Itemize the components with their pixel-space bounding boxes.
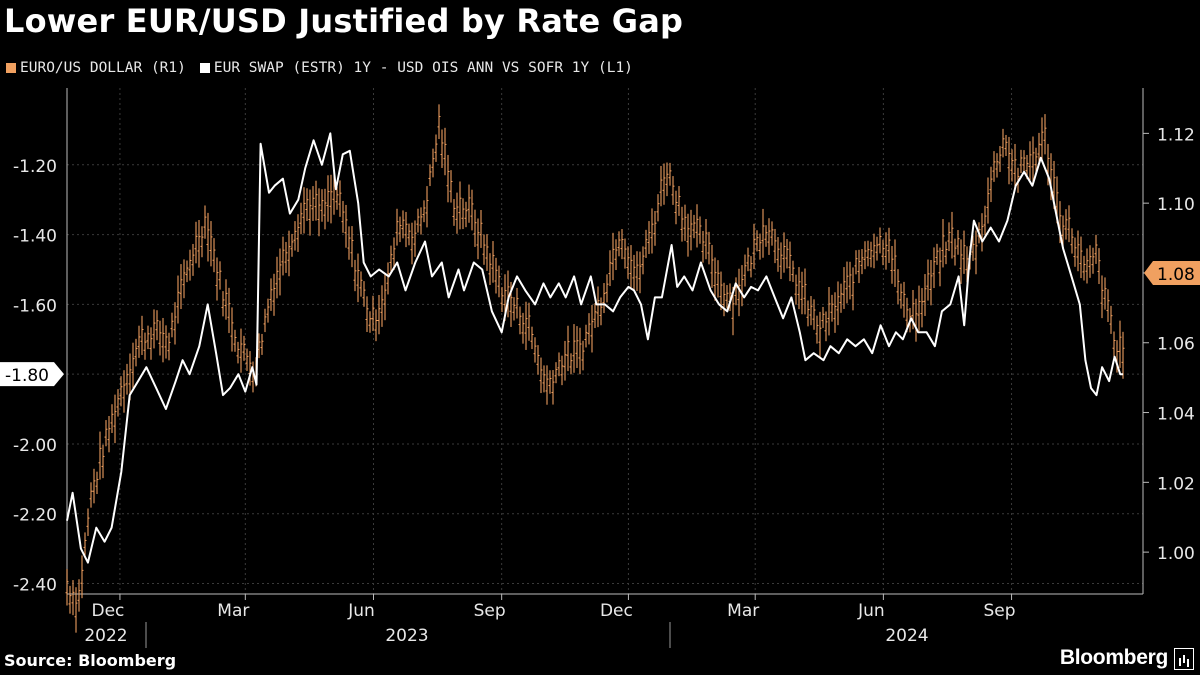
left-tick-label: -2.20 [13, 506, 57, 526]
x-tick-label: Jun [347, 601, 375, 621]
gridlines [67, 88, 1143, 594]
left-current-value: -1.80 [5, 366, 49, 386]
axis-labels: -1.20 -1.40 -1.60 -1.80 -2.00 -2.20 -2.40 1.12 1… [0, 125, 1200, 646]
right-tick-label: 1.04 [1157, 405, 1195, 425]
legend-label-eurusd: EURO/US DOLLAR (R1) [20, 60, 186, 76]
x-tick-label: Sep [474, 601, 506, 621]
chart-plot: -1.20 -1.40 -1.60 -1.80 -2.00 -2.20 -2.40 1.12 1… [0, 88, 1200, 648]
x-tick-label: Sep [984, 601, 1016, 621]
year-label: 2023 [385, 626, 428, 646]
left-current-tag [0, 362, 64, 387]
bloomberg-logo: Bloomberg [1059, 646, 1168, 669]
legend-item-rate-gap: EUR SWAP (ESTR) 1Y - USD OIS ANN VS SOFR… [199, 60, 633, 76]
chart-legend: EURO/US DOLLAR (R1) EUR SWAP (ESTR) 1Y -… [6, 60, 633, 76]
legend-item-eurusd: EURO/US DOLLAR (R1) [6, 60, 186, 76]
left-tick-label: -1.60 [13, 296, 57, 316]
right-current-tag [1144, 260, 1200, 285]
eurusd-series [65, 104, 1125, 633]
source-note: Source: Bloomberg [4, 651, 177, 670]
rate-gap-series [66, 132, 1123, 564]
year-label: 2024 [885, 626, 928, 646]
x-tick-label: Mar [727, 601, 759, 621]
bloomberg-logo-icon [1174, 648, 1194, 670]
right-tick-label: 1.00 [1157, 544, 1195, 564]
right-current-value: 1.08 [1157, 265, 1195, 285]
legend-swatch-rate-gap [199, 63, 210, 73]
right-tick-label: 1.06 [1157, 335, 1195, 355]
x-tick-label: Mar [217, 601, 249, 621]
chart-axes [66, 88, 1149, 648]
right-tick-label: 1.02 [1157, 474, 1195, 494]
chart-title: Lower EUR/USD Justified by Rate Gap [4, 2, 684, 40]
legend-swatch-eurusd [6, 63, 16, 73]
left-tick-label: -2.00 [13, 436, 57, 456]
left-tick-label: -1.40 [13, 227, 57, 247]
right-tick-label: 1.12 [1157, 125, 1195, 145]
left-tick-label: -2.40 [13, 576, 57, 596]
right-tick-label: 1.10 [1157, 195, 1195, 215]
left-tick-label: -1.20 [13, 157, 57, 177]
rate-gap-line [66, 132, 1123, 564]
legend-label-rate-gap: EUR SWAP (ESTR) 1Y - USD OIS ANN VS SOFR… [213, 60, 633, 76]
x-tick-label: Jun [857, 601, 885, 621]
x-tick-label: Dec [91, 601, 124, 621]
year-label: 2022 [84, 626, 127, 646]
x-tick-label: Dec [600, 601, 633, 621]
